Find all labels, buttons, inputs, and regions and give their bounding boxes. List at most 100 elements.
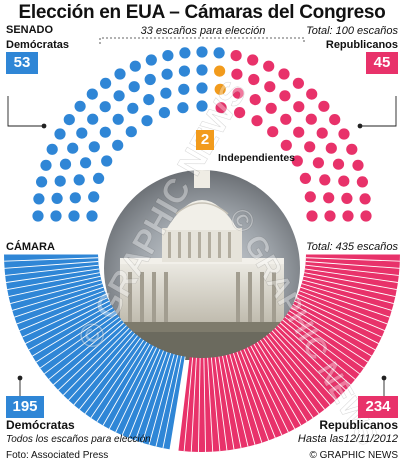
senate-seat-dem	[101, 155, 113, 167]
senate-bracket	[99, 37, 305, 44]
senate-seat-dem	[141, 115, 153, 127]
ind-senate-box	[196, 130, 214, 150]
house-seat-divider	[302, 279, 394, 304]
house-seat-divider	[162, 355, 182, 449]
house-seat-divider	[299, 290, 388, 325]
senate-seat-rep	[280, 113, 292, 125]
senate-seat-dem	[112, 139, 124, 151]
house-seat-divider	[229, 354, 256, 445]
house-seats	[4, 253, 400, 453]
senate-seat-dem	[196, 64, 208, 76]
senate-seat-rep	[323, 192, 335, 204]
house-seat-divider	[294, 300, 379, 344]
house-seat-divider	[5, 264, 99, 276]
senate-seat-dem	[87, 113, 99, 125]
house-seat-divider	[5, 268, 100, 283]
senate-seat-rep	[329, 114, 341, 126]
house-seat-divider	[141, 353, 172, 443]
senate-seat-dem	[88, 191, 100, 203]
house-section-label: CÁMARA	[6, 241, 55, 253]
senate-seat-rep	[231, 68, 243, 80]
senate-seat-dem	[86, 88, 98, 100]
house-seat-divider	[303, 275, 396, 297]
senate-rep-label: Republicanos	[325, 39, 398, 51]
senate-seat-dem	[67, 142, 79, 154]
senate-seat-dem	[93, 172, 105, 184]
senate-seat-rep	[306, 210, 318, 222]
house-seat-divider	[288, 310, 369, 363]
house-seat-divider	[300, 286, 390, 318]
house-seat-divider	[39, 313, 118, 369]
house-seat-divider	[297, 293, 385, 332]
senate-seat-dem	[59, 158, 72, 170]
senate-seat-dem	[100, 77, 112, 89]
senate-seat-dem	[50, 210, 62, 222]
house-seat-divider	[22, 297, 108, 338]
senate-seat-dem	[158, 107, 170, 119]
house-seat-divider	[4, 257, 99, 262]
house-seat-divider	[305, 261, 400, 269]
senate-seat-dem	[73, 174, 85, 186]
senate-seat-rep	[342, 210, 354, 222]
house-seat-divider	[44, 316, 120, 375]
senate-seat-rep	[359, 193, 371, 205]
rep-house-box	[358, 396, 398, 418]
house-seat-divider	[243, 348, 283, 436]
house-seat-divider	[169, 356, 186, 450]
house-seat-divider	[35, 310, 116, 363]
senate-seat-dem	[36, 176, 48, 188]
house-seat-divider	[304, 268, 399, 283]
senate-seat-dem	[99, 101, 111, 113]
senate-seat-rep	[319, 174, 331, 186]
house-seat-divider	[222, 355, 242, 449]
house-seat-divider	[121, 348, 161, 436]
house-seat-divider	[7, 272, 100, 291]
house-seat-divider	[305, 257, 400, 262]
senate-seat-rep	[234, 107, 246, 119]
house-total-note: Total: 435 escaños	[306, 241, 398, 253]
house-seat-divider	[259, 339, 314, 419]
senate-seat-rep	[291, 155, 303, 167]
senate-seat-rep	[230, 50, 242, 62]
senate-seat-rep	[341, 192, 353, 204]
senate-seat-rep	[264, 81, 276, 93]
senate-ind-label: Independientes	[218, 152, 296, 164]
senate-seat-dem	[88, 141, 100, 153]
senate-seat-dem	[32, 210, 44, 222]
house-seat-divider	[155, 355, 179, 447]
house-seat-divider	[148, 354, 175, 445]
house-seat-divider	[292, 303, 376, 351]
senate-seat-rep	[280, 139, 292, 151]
house-seat-divider	[84, 337, 141, 415]
house-seat-divider	[96, 341, 148, 423]
senate-rep-count: 45	[373, 54, 391, 71]
senate-seat-rep	[293, 126, 305, 138]
senate-seat-dem	[213, 47, 225, 59]
senate-seat-dem	[80, 157, 92, 169]
senate-dem-label: Demócratas	[6, 39, 69, 51]
senate-seat-rep	[324, 210, 336, 222]
house-seat-divider	[210, 357, 221, 452]
house-seat-divider	[115, 347, 158, 433]
senate-seat-dem	[179, 47, 191, 59]
senate-seat-rep	[312, 157, 324, 169]
senate-seat-rep	[215, 102, 227, 114]
house-dem-label: Demócratas	[6, 418, 75, 432]
senate-seat-dem	[63, 114, 75, 126]
senate-seat-rep	[292, 77, 304, 89]
dem-senate-leader	[7, 96, 44, 127]
senate-seat-dem	[51, 192, 63, 204]
senate-seat-rep	[232, 87, 244, 99]
senate-seat-dem	[114, 68, 126, 80]
house-seat-divider	[203, 357, 207, 452]
senate-section-label: SENADO	[6, 24, 54, 36]
house-seat-divider	[128, 350, 164, 439]
house-seat-divider	[48, 319, 122, 380]
house-seat-divider	[102, 343, 151, 426]
senate-seat-rep	[251, 115, 263, 127]
senate-seat-dem	[113, 90, 125, 102]
senate-seat-rep	[249, 94, 261, 106]
senate-seat-rep	[338, 175, 350, 187]
senate-seats	[32, 46, 372, 222]
senate-seat-rep	[304, 191, 316, 203]
